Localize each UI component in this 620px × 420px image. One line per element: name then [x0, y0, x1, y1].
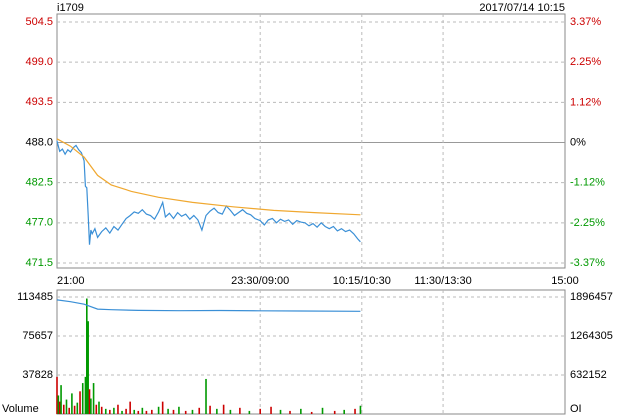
volume-bar [68, 407, 70, 414]
volume-bar [239, 407, 241, 414]
y-tick-label: 113485 [17, 291, 53, 303]
volume-bar [76, 402, 79, 414]
volume-bar [333, 410, 336, 414]
volume-bar [321, 407, 324, 414]
volume-bar [259, 408, 261, 414]
y2-tick-label: -1.12% [570, 176, 605, 188]
volume-bar [354, 408, 356, 414]
volume-bar [157, 406, 160, 414]
volume-bar [279, 409, 282, 414]
volume-bar [178, 406, 180, 414]
volume-bar [222, 404, 225, 414]
volume-bar [57, 395, 60, 414]
volume-bar [98, 401, 100, 414]
price-line [56, 138, 361, 216]
y-tick-label: 504.5 [25, 16, 53, 28]
y-tick-label: 488.0 [25, 136, 53, 148]
volume-bar [81, 383, 84, 414]
volume-bar [248, 410, 251, 414]
volume-bar [151, 409, 153, 414]
oi-line [56, 299, 361, 312]
volume-bar [343, 409, 345, 414]
volume-bar [58, 401, 61, 414]
volume-bar [56, 376, 58, 414]
volume-bar [121, 410, 123, 414]
volume-bar [145, 410, 148, 414]
x-tick-label: 10:15/10:30 [333, 275, 391, 287]
volume-bar [79, 391, 81, 414]
volume-frame [56, 289, 566, 415]
volume-label: Volume [2, 403, 39, 415]
volume-bar [95, 404, 98, 414]
volume-bar [65, 399, 68, 414]
volume-bar [270, 406, 272, 414]
x-tick-label: 15:00 [551, 275, 579, 287]
volume-bar [71, 393, 73, 414]
volume-bar [100, 406, 103, 414]
volume-bar [137, 410, 140, 414]
volume-bar [125, 408, 127, 414]
y-tick-label: 75657 [22, 330, 53, 342]
volume-bar [62, 404, 65, 414]
volume-bar [359, 405, 362, 414]
volume-bar [109, 409, 111, 414]
volume-bar [129, 401, 131, 414]
timestamp: 2017/07/14 10:15 [479, 2, 565, 14]
y2-tick-label: -3.37% [570, 257, 605, 269]
y-tick-label: 471.5 [25, 257, 53, 269]
volume-bar [73, 405, 76, 414]
y2-tick-label: 632152 [570, 369, 607, 381]
volume-bar [133, 409, 136, 414]
y2-tick-label: 1264305 [570, 330, 613, 342]
y-tick-label: 482.5 [25, 177, 53, 189]
price-line [56, 140, 361, 245]
y-tick-label: 493.5 [25, 96, 53, 108]
volume-bar [184, 410, 187, 414]
volume-bar [216, 408, 218, 414]
volume-bar [229, 409, 232, 414]
volume-bar [167, 408, 169, 414]
volume-bar [113, 407, 115, 414]
y-tick-label: 499.0 [25, 56, 53, 68]
volume-bar [172, 409, 175, 414]
volume-bar [84, 376, 87, 414]
volume-bar [92, 383, 95, 414]
volume-bar [209, 405, 211, 414]
volume-bar [141, 407, 144, 414]
x-tick-label: 21:00 [57, 275, 85, 287]
y-tick-label: 37828 [22, 369, 53, 381]
volume-bar [191, 409, 194, 414]
volume-bar [310, 411, 313, 414]
volume-bar [86, 298, 88, 414]
oi-label: OI [570, 403, 582, 415]
volume-bar [88, 389, 91, 414]
y2-tick-label: 1.12% [570, 96, 601, 108]
volume-bar [117, 404, 119, 414]
volume-bar [90, 398, 92, 414]
volume-bar [104, 408, 107, 414]
volume-bar [289, 410, 291, 414]
price-frame [56, 13, 566, 269]
y-tick-label: 477.0 [25, 217, 53, 229]
y2-tick-label: -2.25% [570, 217, 605, 229]
y2-tick-label: 2.25% [570, 56, 601, 68]
x-tick-label: 11:30/13:30 [414, 275, 471, 287]
y2-tick-label: 0% [570, 136, 586, 148]
y2-tick-label: 1896457 [570, 291, 613, 303]
symbol: i1709 [57, 2, 84, 14]
y2-tick-label: 3.37% [570, 16, 601, 28]
x-tick-label: 23:30/09:00 [231, 275, 289, 287]
volume-bar [60, 385, 62, 414]
volume-bar [87, 321, 89, 414]
volume-bar [161, 401, 164, 414]
volume-bar [205, 378, 207, 414]
volume-bar [198, 407, 201, 414]
volume-bar [300, 408, 302, 414]
